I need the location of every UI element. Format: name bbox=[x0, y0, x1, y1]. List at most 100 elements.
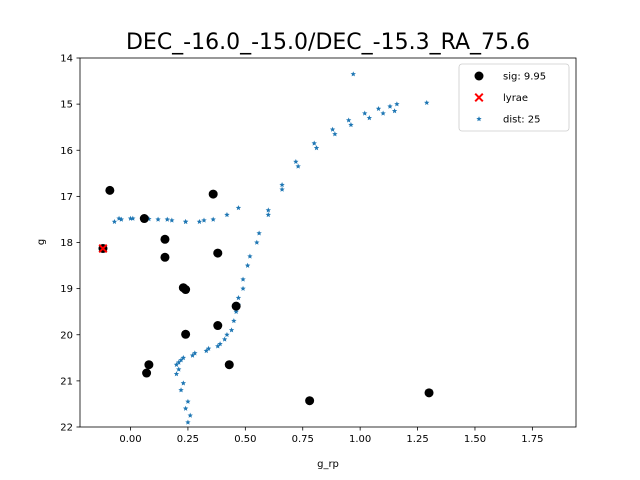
data-point-star bbox=[182, 405, 189, 411]
data-point-x bbox=[98, 243, 108, 254]
x-tick-label: 0.75 bbox=[292, 434, 314, 445]
series-x bbox=[98, 243, 108, 254]
legend-marker-circle bbox=[474, 71, 484, 81]
x-axis-label: g_rp bbox=[317, 459, 339, 470]
y-tick-label: 16 bbox=[60, 146, 73, 157]
axes: 0.00 0.25 0.50 0.75 1.00 1.25 1.50 1.75 14 15 16 17… bbox=[60, 54, 577, 445]
data-point-circle bbox=[160, 234, 170, 244]
data-point-star bbox=[182, 218, 189, 225]
data-point-star bbox=[279, 182, 285, 188]
data-point-star bbox=[118, 216, 124, 222]
data-point-star bbox=[394, 101, 400, 107]
x-tick-label: 1.50 bbox=[464, 434, 486, 445]
x-tick-label: 1.25 bbox=[406, 434, 428, 445]
x-tick-label: 0.00 bbox=[119, 434, 141, 445]
data-point-star bbox=[196, 218, 203, 225]
data-point-star bbox=[247, 253, 253, 259]
data-point-star bbox=[164, 216, 170, 222]
data-point-circle bbox=[208, 189, 218, 199]
data-point-star bbox=[311, 140, 317, 146]
data-point-star bbox=[424, 99, 430, 106]
data-point-circle bbox=[181, 285, 191, 295]
data-point-star bbox=[180, 380, 186, 386]
data-point-star bbox=[178, 357, 184, 363]
chart-title: DEC_-16.0_-15.0/DEC_-15.3_RA_75.6 bbox=[126, 30, 530, 55]
legend-marker-star bbox=[476, 116, 482, 122]
y-tick-label: 20 bbox=[60, 330, 73, 341]
x-tick-label: 0.25 bbox=[177, 434, 199, 445]
data-point-star bbox=[222, 336, 228, 342]
y-tick-label: 19 bbox=[60, 284, 73, 295]
x-tick-label: 1.00 bbox=[349, 434, 371, 445]
data-point-star bbox=[265, 212, 271, 218]
y-tick-label: 21 bbox=[60, 376, 73, 387]
plot-area bbox=[98, 71, 434, 425]
data-point-star bbox=[176, 359, 182, 365]
data-point-star bbox=[279, 186, 285, 192]
y-tick-label: 22 bbox=[60, 423, 73, 434]
data-point-star bbox=[293, 158, 299, 165]
data-point-star bbox=[235, 295, 242, 301]
data-point-star bbox=[178, 387, 184, 393]
data-point-star bbox=[192, 350, 198, 356]
data-point-star bbox=[346, 117, 352, 123]
data-point-star bbox=[240, 276, 246, 282]
data-point-circle bbox=[144, 360, 154, 370]
data-point-star bbox=[169, 217, 175, 223]
data-point-star bbox=[130, 215, 136, 221]
y-tick-label: 18 bbox=[60, 238, 73, 249]
data-point-circle bbox=[231, 301, 241, 311]
x-tick-label: 1.75 bbox=[521, 434, 543, 445]
legend-entry: lyrae bbox=[503, 93, 528, 104]
legend-box bbox=[458, 63, 570, 132]
legend-marker-x bbox=[474, 92, 484, 103]
data-point-star bbox=[231, 318, 237, 324]
y-axis-label: g bbox=[36, 239, 47, 245]
data-point-circle bbox=[139, 214, 149, 224]
x-tick-label: 0.50 bbox=[234, 434, 256, 445]
data-point-star bbox=[155, 216, 161, 222]
data-point-star bbox=[189, 352, 196, 358]
data-point-star bbox=[228, 327, 235, 333]
data-point-star bbox=[224, 331, 230, 338]
data-point-star bbox=[254, 239, 260, 245]
data-point-star bbox=[256, 230, 262, 236]
data-point-circle bbox=[181, 329, 191, 339]
data-point-star bbox=[240, 285, 246, 291]
data-point-star bbox=[380, 110, 386, 116]
data-point-star bbox=[185, 398, 191, 404]
data-point-star bbox=[217, 341, 223, 347]
data-point-star bbox=[362, 110, 368, 116]
data-point-star bbox=[350, 71, 356, 77]
data-point-star bbox=[111, 218, 118, 225]
y-tick-label: 15 bbox=[60, 100, 73, 111]
data-point-star bbox=[244, 262, 251, 268]
legend: sig: 9.95 lyrae dist: 25 bbox=[458, 63, 570, 132]
data-point-star bbox=[233, 308, 239, 314]
data-point-circle bbox=[213, 321, 223, 331]
data-point-star bbox=[348, 122, 354, 128]
data-point-star bbox=[203, 348, 209, 354]
data-point-circle bbox=[305, 396, 315, 406]
data-point-star bbox=[332, 131, 338, 137]
data-point-star bbox=[265, 207, 271, 213]
data-point-circle bbox=[424, 388, 434, 398]
data-point-star bbox=[187, 412, 193, 418]
series-circle bbox=[98, 185, 434, 406]
data-point-circle bbox=[105, 185, 115, 195]
data-point-star bbox=[185, 419, 191, 425]
y-tick-label: 14 bbox=[60, 54, 73, 65]
data-point-circle bbox=[224, 360, 234, 370]
data-point-star bbox=[215, 343, 221, 349]
data-point-star bbox=[201, 217, 207, 223]
data-point-star bbox=[210, 216, 216, 222]
data-point-star bbox=[391, 108, 398, 114]
data-point-star bbox=[180, 355, 186, 361]
data-point-star bbox=[173, 371, 180, 377]
data-point-star bbox=[173, 361, 180, 367]
data-point-star bbox=[375, 105, 382, 111]
data-point-star bbox=[116, 215, 122, 221]
data-point-star bbox=[366, 115, 372, 121]
legend-entry: dist: 25 bbox=[503, 115, 541, 126]
